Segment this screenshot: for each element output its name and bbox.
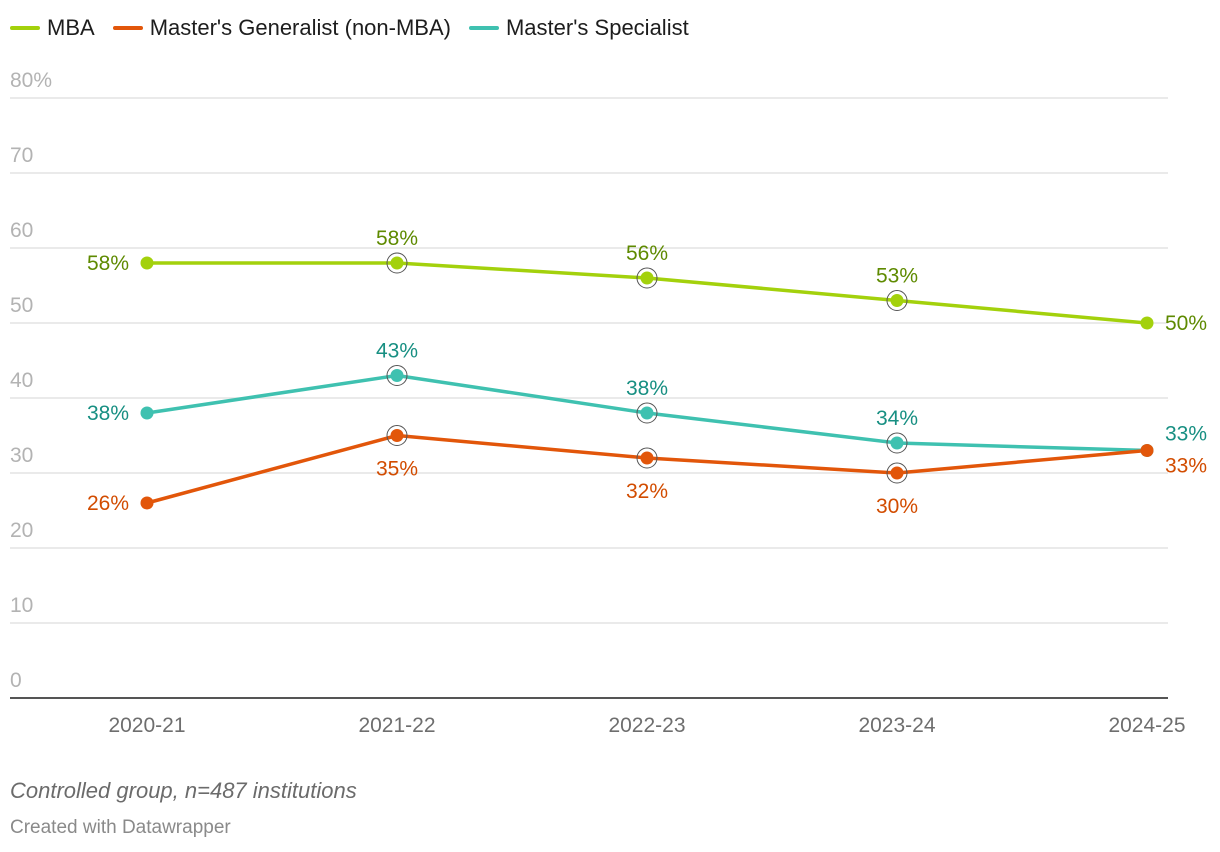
point-ring-2-3 [886, 432, 908, 454]
point-ring-0-1 [386, 252, 408, 274]
data-label-1-2: 32% [626, 480, 668, 503]
x-tick-label-2020-21: 2020-21 [108, 714, 185, 737]
data-point-1-4 [1140, 444, 1154, 457]
data-label-1-3: 30% [876, 495, 918, 518]
y-tick-label-70: 70 [10, 144, 33, 167]
legend-swatch-specialist [468, 26, 499, 30]
legend-item-generalist: Master's Generalist (non-MBA) [112, 15, 451, 41]
data-point-1-0 [140, 496, 154, 510]
y-tick-label-20: 20 [10, 519, 33, 542]
line-chart: 0 10 20 30 40 50 60 70 80% 2020-21 2021-22 2022-23 2… [10, 69, 1207, 737]
legend-label-specialist: Master's Specialist [505, 15, 689, 40]
legend-item-mba: MBA [10, 15, 95, 41]
data-point-0-3 [890, 294, 904, 307]
legend-swatch-generalist [112, 26, 143, 30]
data-point-2-0 [140, 406, 154, 420]
data-label-2-4: 33% [1165, 423, 1207, 446]
data-point-1-2 [640, 451, 654, 465]
data-point-1-3 [890, 466, 904, 480]
legend-label-mba: MBA [47, 15, 95, 40]
data-point-2-2 [640, 406, 654, 420]
chart-note: Controlled group, n=487 institutions [10, 778, 357, 803]
data-point-2-1 [390, 369, 404, 382]
data-point-0-0 [140, 256, 154, 270]
data-label-0-3: 53% [876, 265, 918, 288]
point-ring-0-3 [886, 290, 908, 311]
x-tick-label-2021-22: 2021-22 [358, 714, 435, 737]
data-label-0-2: 56% [626, 242, 668, 265]
y-tick-label-10: 10 [10, 594, 33, 617]
y-tick-label-30: 30 [10, 444, 33, 467]
point-ring-1-3 [886, 462, 908, 484]
data-label-1-4: 33% [1165, 455, 1207, 478]
legend-label-generalist: Master's Generalist (non-MBA) [149, 15, 451, 40]
data-label-1-1: 35% [376, 458, 418, 481]
chart-legend: MBA Master's Generalist (non-MBA) Master… [10, 14, 707, 42]
x-tick-label-2022-23: 2022-23 [608, 714, 685, 737]
data-label-0-1: 58% [376, 227, 418, 250]
point-ring-2-1 [386, 365, 408, 386]
y-tick-label-80: 80% [10, 69, 52, 92]
y-tick-label-60: 60 [10, 219, 33, 242]
data-label-0-0: 58% [87, 252, 129, 275]
point-ring-1-1 [386, 425, 408, 446]
data-point-1-1 [390, 429, 404, 442]
point-ring-0-2 [636, 267, 658, 289]
data-label-2-3: 34% [876, 407, 918, 430]
data-point-0-2 [640, 271, 654, 285]
data-label-2-0: 38% [87, 402, 129, 425]
point-ring-2-2 [636, 402, 658, 424]
y-tick-label-50: 50 [10, 294, 33, 317]
data-label-0-4: 50% [1165, 312, 1207, 335]
data-point-0-1 [390, 256, 404, 270]
x-tick-label-2024-25: 2024-25 [1108, 714, 1185, 737]
data-point-2-3 [890, 436, 904, 450]
data-label-2-2: 38% [626, 377, 668, 400]
legend-swatch-mba [10, 26, 40, 30]
x-tick-label-2023-24: 2023-24 [858, 714, 935, 737]
y-tick-label-0: 0 [10, 669, 22, 692]
data-point-0-4 [1140, 316, 1154, 330]
data-label-1-0: 26% [87, 492, 129, 515]
point-ring-1-2 [636, 447, 658, 469]
data-label-2-1: 43% [376, 340, 418, 363]
chart-credit: Created with Datawrapper [10, 817, 231, 838]
legend-item-specialist: Master's Specialist [468, 15, 689, 41]
y-tick-label-40: 40 [10, 369, 33, 392]
